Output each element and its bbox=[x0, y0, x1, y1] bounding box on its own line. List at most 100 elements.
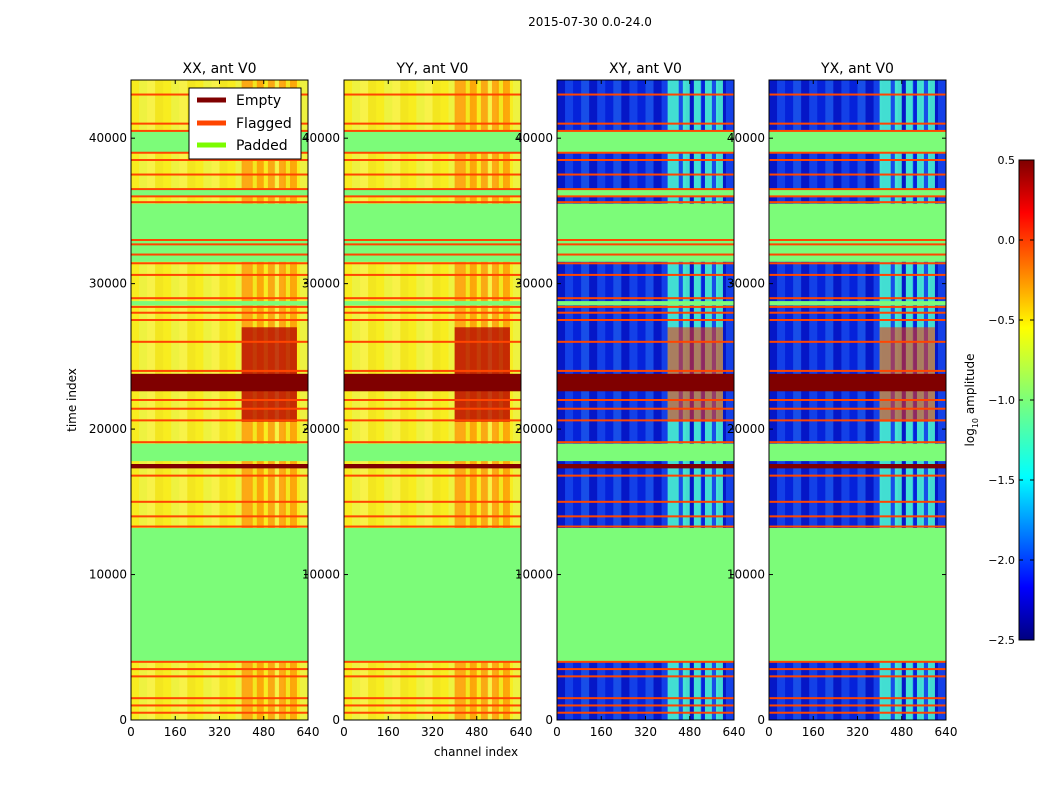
padded-region bbox=[769, 443, 946, 462]
x-tick-label: 160 bbox=[377, 725, 400, 739]
empty-region bbox=[344, 373, 521, 392]
x-tick-label: 160 bbox=[164, 725, 187, 739]
flagged-line bbox=[557, 262, 734, 265]
padded-region bbox=[769, 189, 946, 197]
flagged-line bbox=[131, 311, 308, 314]
flagged-line bbox=[769, 188, 946, 191]
padded-region bbox=[557, 203, 734, 262]
panel-title: YX, ant V0 bbox=[820, 61, 894, 77]
x-tick-label: 320 bbox=[421, 725, 444, 739]
flagged-line bbox=[344, 399, 521, 401]
padded-region bbox=[557, 443, 734, 462]
y-tick-label: 10000 bbox=[727, 568, 765, 582]
flagged-line bbox=[131, 500, 308, 503]
y-tick-label: 20000 bbox=[89, 422, 127, 436]
flagged-line bbox=[769, 297, 946, 300]
flagged-line bbox=[344, 151, 521, 154]
flagged-line bbox=[131, 195, 308, 198]
y-tick-label: 20000 bbox=[515, 422, 553, 436]
padded-region bbox=[131, 443, 308, 462]
flagged-line bbox=[557, 305, 734, 308]
flagged-line bbox=[557, 93, 734, 96]
flagged-line bbox=[344, 122, 521, 125]
flagged-line bbox=[131, 297, 308, 300]
x-tick-label: 640 bbox=[297, 725, 320, 739]
flagged-line bbox=[557, 660, 734, 663]
flagged-line bbox=[557, 369, 734, 372]
flagged-line bbox=[769, 305, 946, 308]
flagged-line bbox=[769, 151, 946, 154]
flagged-line bbox=[769, 675, 946, 678]
y-tick-label: 20000 bbox=[302, 422, 340, 436]
padded-region bbox=[769, 130, 946, 153]
flagged-line bbox=[769, 407, 946, 410]
flagged-line bbox=[769, 311, 946, 314]
flagged-line bbox=[769, 525, 946, 528]
flagged-line bbox=[344, 319, 521, 321]
flagged-line bbox=[344, 159, 521, 161]
x-tick-label: 160 bbox=[590, 725, 613, 739]
empty-region bbox=[557, 373, 734, 392]
panel-title: YY, ant V0 bbox=[396, 61, 469, 77]
flagged-line bbox=[131, 441, 308, 444]
padded-region bbox=[131, 203, 308, 262]
flagged-line bbox=[344, 697, 521, 700]
flagged-line bbox=[131, 239, 308, 241]
x-tick-label: 480 bbox=[890, 725, 913, 739]
x-tick-label: 0 bbox=[765, 725, 773, 739]
legend: Empty Flagged Padded bbox=[188, 87, 302, 160]
panel-title: XX, ant V0 bbox=[183, 61, 257, 77]
padded-region bbox=[131, 189, 308, 197]
empty-region bbox=[557, 464, 734, 469]
flagged-line bbox=[769, 340, 946, 343]
y-tick-label: 10000 bbox=[89, 568, 127, 582]
flagged-line bbox=[131, 201, 308, 204]
padded-region bbox=[557, 528, 734, 662]
flagged-line bbox=[131, 697, 308, 700]
flagged-line bbox=[557, 151, 734, 154]
flagged-line bbox=[344, 704, 521, 707]
y-tick-label: 30000 bbox=[302, 277, 340, 291]
flagged-line bbox=[344, 441, 521, 444]
padded-region bbox=[344, 301, 521, 306]
y-tick-label: 40000 bbox=[515, 131, 553, 145]
flagged-line bbox=[557, 253, 734, 256]
flagged-line bbox=[557, 711, 734, 714]
flagged-line bbox=[769, 201, 946, 204]
x-tick-label: 320 bbox=[634, 725, 657, 739]
flagged-line bbox=[344, 500, 521, 503]
flagged-line bbox=[769, 660, 946, 663]
flagged-line bbox=[344, 253, 521, 256]
flagged-line bbox=[557, 500, 734, 503]
flagged-line bbox=[769, 195, 946, 198]
flagged-line bbox=[344, 239, 521, 241]
y-tick-label: 10000 bbox=[302, 568, 340, 582]
flagged-line bbox=[769, 243, 946, 246]
padded-region bbox=[557, 130, 734, 153]
x-tick-label: 320 bbox=[846, 725, 869, 739]
y-tick-label: 10000 bbox=[515, 568, 553, 582]
flagged-line bbox=[344, 129, 521, 132]
flagged-line bbox=[131, 369, 308, 372]
flagged-line bbox=[769, 500, 946, 503]
colorbar-tick-label: −2.0 bbox=[988, 554, 1015, 567]
flagged-line bbox=[769, 704, 946, 707]
padded-region bbox=[769, 301, 946, 306]
flagged-line bbox=[557, 311, 734, 314]
empty-region bbox=[769, 464, 946, 469]
panel-0: XX, ant V0 0 160 320 480 640 0 10000 20000 30000 4… bbox=[89, 61, 320, 739]
flagged-line bbox=[769, 239, 946, 241]
flagged-line bbox=[344, 262, 521, 265]
flagged-line bbox=[131, 188, 308, 191]
flagged-line bbox=[557, 239, 734, 241]
flagged-line bbox=[131, 340, 308, 343]
colorbar-label-rest: amplitude bbox=[963, 354, 977, 418]
flagged-line bbox=[344, 305, 521, 308]
flagged-line bbox=[769, 122, 946, 125]
flagged-line bbox=[344, 675, 521, 678]
figure-suptitle: 2015-07-30 0.0-24.0 bbox=[528, 15, 652, 29]
flagged-line bbox=[344, 711, 521, 714]
panel-3: YX, ant V0 0 160 320 480 640 0 10000 20000 30000 4… bbox=[727, 61, 958, 739]
colorbar-tick-label: −0.5 bbox=[988, 314, 1015, 327]
y-tick-label: 0 bbox=[119, 713, 127, 727]
